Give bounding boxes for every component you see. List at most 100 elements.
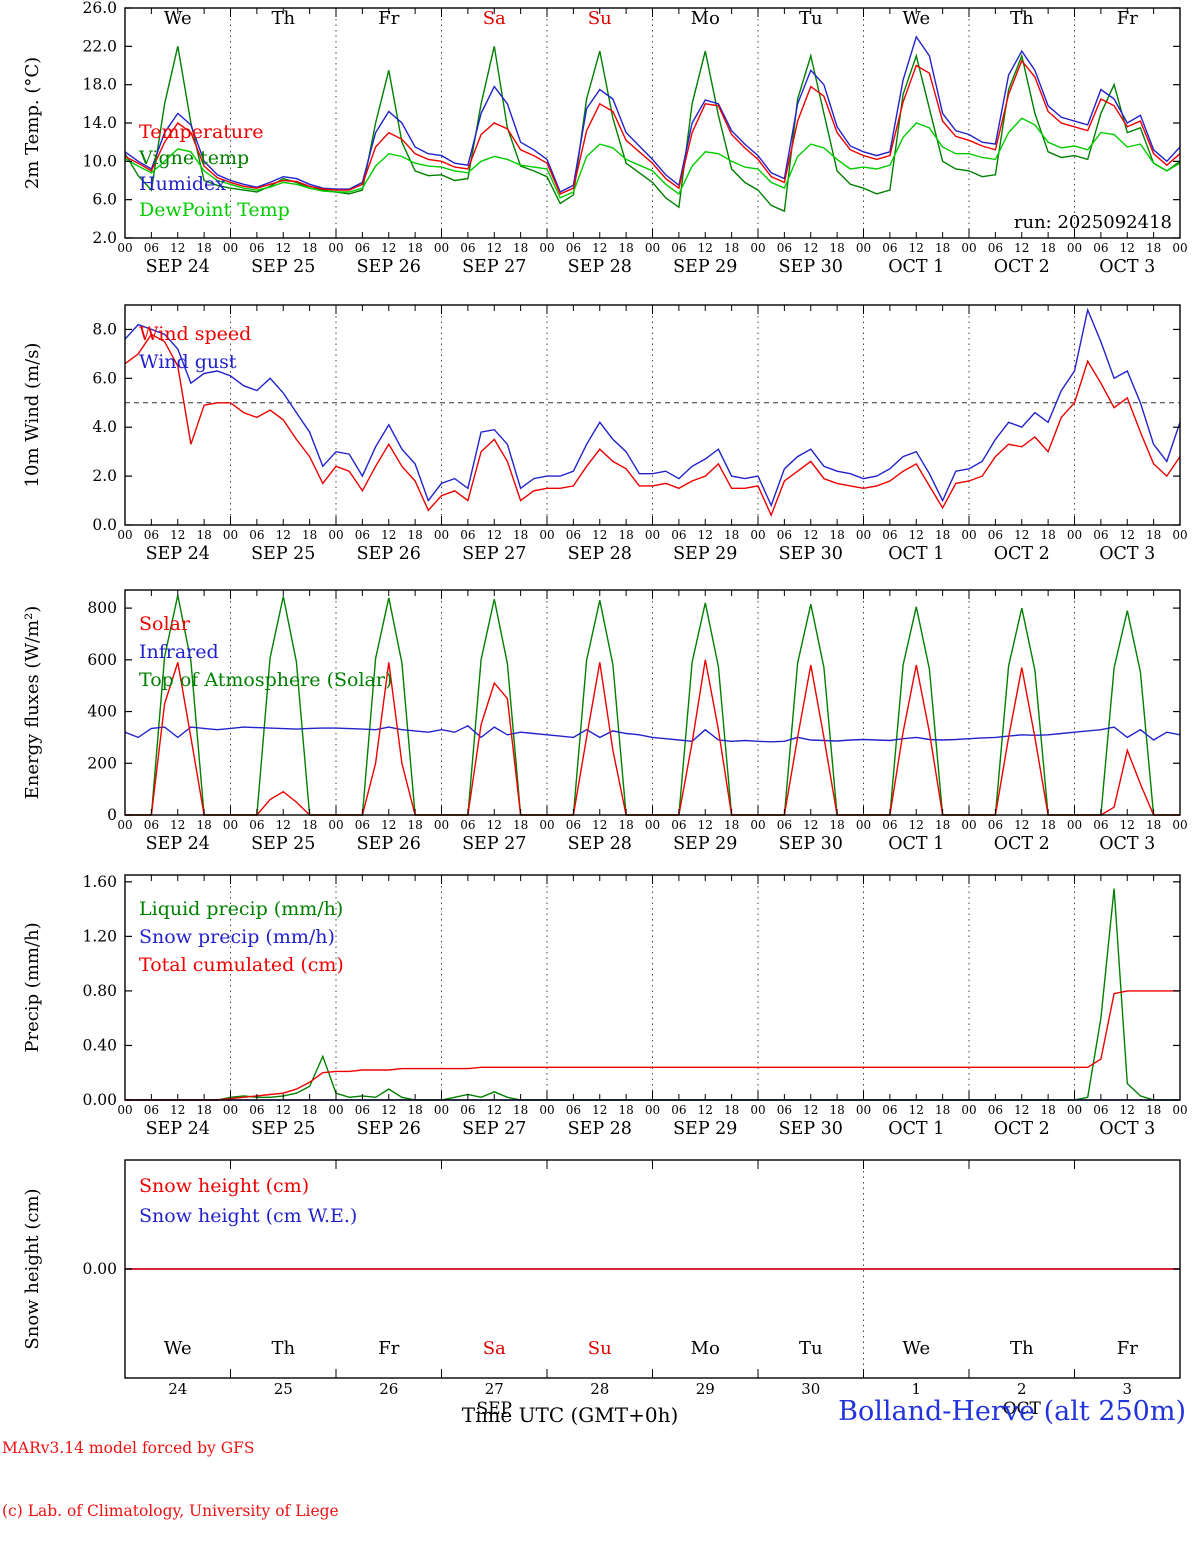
date-label: SEP 26 [357, 257, 421, 277]
hour-tick-label: 06 [144, 241, 159, 255]
hour-tick-label: 06 [355, 241, 370, 255]
hour-tick-label: 06 [988, 818, 1003, 832]
hour-tick-label: 06 [882, 1103, 897, 1117]
series-wind-speed [124, 333, 1181, 518]
hour-tick-label: 12 [1120, 1103, 1135, 1117]
hour-tick-label: 12 [1120, 241, 1135, 255]
legend-dewpoint-temp: DewPoint Temp [139, 199, 290, 221]
hour-tick-label: 12 [698, 1103, 713, 1117]
date-label: SEP 30 [779, 257, 843, 277]
date-label: SEP 27 [462, 257, 526, 277]
day-number-label: 24 [168, 1380, 187, 1398]
hour-tick-label: 06 [777, 818, 792, 832]
hour-tick-label: 18 [196, 818, 211, 832]
y-tick-label: 14.0 [82, 114, 117, 132]
day-number-label: 25 [274, 1380, 293, 1398]
date-label: SEP 25 [251, 257, 315, 277]
hour-tick-label: 18 [407, 818, 422, 832]
y-tick-label: 600 [87, 651, 117, 669]
hour-tick-label: 18 [407, 1103, 422, 1117]
hour-tick-label: 12 [487, 818, 502, 832]
hour-tick-label: 00 [539, 1103, 554, 1117]
weekday-label: Fr [1117, 1338, 1138, 1359]
y-tick-label: 0.00 [82, 1260, 117, 1278]
month-label: OCT [1003, 1399, 1042, 1419]
legend-temperature: Temperature [139, 121, 263, 143]
date-label: SEP 29 [673, 257, 737, 277]
date-label: SEP 24 [146, 1119, 210, 1139]
series-total-cumulated [125, 990, 1180, 1101]
y-tick-label: 4.0 [92, 418, 117, 436]
hour-tick-label: 00 [223, 241, 238, 255]
hour-tick-label: 12 [381, 528, 396, 542]
y-tick-label: 800 [87, 599, 117, 617]
day-number-label: 3 [1122, 1380, 1132, 1398]
hour-tick-label: 18 [618, 528, 633, 542]
hour-tick-label: 18 [1040, 1103, 1055, 1117]
hour-tick-label: 12 [170, 818, 185, 832]
hour-tick-label: 12 [1014, 1103, 1029, 1117]
hour-tick-label: 00 [1067, 1103, 1082, 1117]
hour-tick-label: 00 [539, 528, 554, 542]
day-number-label: 29 [696, 1380, 715, 1398]
hour-tick-label: 12 [592, 818, 607, 832]
hour-tick-label: 18 [935, 528, 950, 542]
hour-tick-label: 06 [671, 528, 686, 542]
hour-tick-label: 00 [223, 528, 238, 542]
hour-tick-label: 12 [803, 528, 818, 542]
weekday-label: Fr [1117, 8, 1138, 29]
legend-humidex: Humidex [139, 173, 226, 195]
y-tick-label: 6.0 [92, 191, 117, 209]
legend-liquid-precip-mm-h: Liquid precip (mm/h) [139, 898, 343, 920]
series-wind-gust [124, 307, 1181, 508]
hour-tick-label: 18 [302, 241, 317, 255]
station-label: Bolland-Herve (alt 250m) [838, 1396, 1186, 1427]
y-axis-label: 10m Wind (m/s) [22, 343, 43, 488]
date-label: SEP 25 [251, 1119, 315, 1139]
date-label: SEP 27 [462, 834, 526, 854]
hour-tick-label: 06 [1093, 1103, 1108, 1117]
hour-tick-label: 12 [909, 528, 924, 542]
hour-tick-label: 18 [618, 1103, 633, 1117]
hour-tick-label: 18 [1146, 818, 1161, 832]
hour-tick-label: 18 [1146, 241, 1161, 255]
date-label: SEP 25 [251, 544, 315, 564]
hour-tick-label: 12 [487, 1103, 502, 1117]
date-label: SEP 28 [568, 1119, 632, 1139]
hour-tick-label: 06 [988, 241, 1003, 255]
date-label: SEP 24 [146, 834, 210, 854]
y-tick-label: 10.0 [82, 152, 117, 170]
hour-tick-label: 06 [777, 1103, 792, 1117]
weekday-label: Mo [691, 8, 720, 29]
hour-tick-label: 06 [671, 241, 686, 255]
date-label: OCT 3 [1099, 257, 1155, 277]
date-label: SEP 28 [568, 834, 632, 854]
y-tick-label: 0.40 [82, 1036, 117, 1054]
hour-tick-label: 18 [407, 528, 422, 542]
hour-tick-label: 00 [750, 241, 765, 255]
weekday-label: Fr [378, 1338, 399, 1359]
hour-tick-label: 00 [223, 818, 238, 832]
hour-tick-label: 06 [249, 241, 264, 255]
hour-tick-label: 06 [460, 818, 475, 832]
hour-tick-label: 12 [1120, 818, 1135, 832]
hour-tick-label: 18 [1146, 1103, 1161, 1117]
hour-tick-label: 18 [618, 241, 633, 255]
date-label: SEP 25 [251, 834, 315, 854]
y-tick-label: 0 [107, 806, 117, 824]
hour-tick-label: 12 [909, 1103, 924, 1117]
hour-tick-label: 18 [829, 241, 844, 255]
hour-tick-label: 06 [1093, 528, 1108, 542]
hour-tick-label: 12 [592, 1103, 607, 1117]
hour-tick-label: 18 [1040, 241, 1055, 255]
hour-tick-label: 18 [513, 528, 528, 542]
hour-tick-label: 00 [434, 528, 449, 542]
hour-tick-label: 00 [645, 241, 660, 255]
y-axis-label: Precip (mm/h) [22, 922, 43, 1052]
meteogram-chart: 2.06.010.014.018.022.026.000 06 12 18 00 06 12… [22, 0, 1188, 1419]
hour-tick-label: 00 [750, 528, 765, 542]
hour-tick-label: 12 [1120, 528, 1135, 542]
y-tick-label: 400 [87, 703, 117, 721]
y-tick-label: 2.0 [92, 467, 117, 485]
series-dewpoint-temp [124, 117, 1181, 199]
